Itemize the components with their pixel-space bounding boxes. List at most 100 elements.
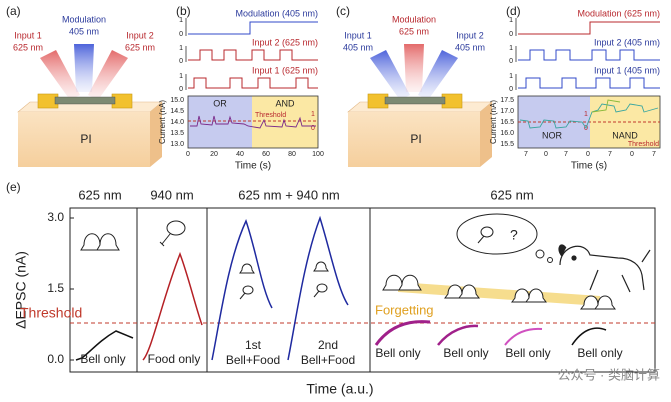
trace-label: Modulation (405 nm) bbox=[235, 8, 318, 18]
condition-label: Bell only bbox=[375, 346, 420, 360]
x-tick-label: 40 bbox=[236, 151, 244, 158]
bell-icon bbox=[80, 233, 616, 310]
panel-c: (c) Input 1 405 nm Modulation 625 nm Inp… bbox=[336, 4, 493, 167]
plot-frame bbox=[187, 95, 319, 149]
current-trace bbox=[519, 103, 659, 129]
condition-label: 1st bbox=[245, 338, 262, 352]
light-cone bbox=[418, 50, 458, 100]
y-axis-label: Current (nA) bbox=[158, 100, 167, 144]
light-cone bbox=[88, 50, 128, 100]
y-ticks: 17.5 17.0 16.5 16.0 15.5 bbox=[500, 97, 514, 148]
x-axis-label: Time (a.u.) bbox=[306, 381, 373, 397]
panel-label: (b) bbox=[176, 4, 191, 18]
trace-label: Input 2 (625 nm) bbox=[252, 37, 318, 47]
condition-label: Food only bbox=[148, 352, 201, 366]
waveform bbox=[518, 49, 660, 61]
trace-input1: 1 0 Input 1 (405 nm) bbox=[509, 65, 660, 93]
modulation-label: Modulation bbox=[392, 14, 436, 24]
response-curve bbox=[571, 327, 607, 346]
region-or bbox=[188, 96, 252, 148]
current-trace bbox=[190, 115, 316, 129]
thought-bubble: ? bbox=[456, 213, 553, 263]
response-curve bbox=[374, 320, 431, 346]
level-low: 0 bbox=[509, 58, 513, 65]
x-tick-label: 7 bbox=[652, 151, 656, 158]
level-high: 1 bbox=[509, 73, 513, 80]
response-curve bbox=[504, 327, 543, 346]
modulation-label: Modulation bbox=[62, 14, 106, 24]
response-curve bbox=[287, 215, 349, 361]
threshold-label: Threshold bbox=[20, 305, 82, 321]
condition-label: Bell only bbox=[80, 352, 125, 366]
x-tick-label: 20 bbox=[210, 151, 218, 158]
y-tick-label: 3.0 bbox=[47, 210, 64, 224]
level-high: 1 bbox=[509, 45, 513, 52]
column-heading: 625 nm bbox=[78, 187, 121, 202]
y-axis-label: ΔEPSC (nA) bbox=[13, 251, 29, 329]
channel bbox=[54, 96, 116, 105]
substrate bbox=[18, 112, 150, 167]
trace-modulation: 1 0 Modulation (405 nm) bbox=[179, 8, 318, 38]
substrate-side bbox=[150, 102, 162, 167]
forgetting-band bbox=[398, 282, 600, 306]
dog-icon bbox=[558, 244, 651, 293]
substrate bbox=[348, 112, 480, 167]
panel-a: (a) Input 1 625 nm Modulation 405 nm Inp… bbox=[6, 4, 163, 167]
input1-label: Input 1 bbox=[344, 30, 372, 40]
channel bbox=[384, 96, 446, 105]
condition-label: 2nd bbox=[318, 338, 338, 352]
level-low: 0 bbox=[179, 58, 183, 65]
condition-label: Bell+Food bbox=[226, 353, 280, 367]
x-tick-label: 100 bbox=[312, 151, 324, 158]
region-label: AND bbox=[275, 98, 295, 108]
trace-label: Modulation (625 nm) bbox=[577, 8, 660, 18]
level-high: 1 bbox=[179, 45, 183, 52]
x-tick-label: 60 bbox=[262, 151, 270, 158]
level-low: 0 bbox=[179, 31, 183, 38]
y-tick-label: 1.5 bbox=[47, 281, 64, 295]
waveform bbox=[188, 77, 318, 89]
x-tick-label: 7 bbox=[564, 151, 568, 158]
trace-label: Input 1 (625 nm) bbox=[252, 65, 318, 75]
x-tick-label: 0 bbox=[186, 151, 190, 158]
condition-label: Bell only bbox=[443, 346, 488, 360]
substrate-label: PI bbox=[80, 132, 91, 146]
input1-wavelength: 625 nm bbox=[13, 42, 43, 52]
light-cone bbox=[74, 44, 94, 92]
x-tick-label: 0 bbox=[630, 151, 634, 158]
level-high: 1 bbox=[509, 17, 513, 24]
waveform bbox=[188, 21, 318, 35]
trace-input1: 1 0 Input 1 (625 nm) bbox=[179, 65, 318, 93]
input1-label: Input 1 bbox=[14, 30, 42, 40]
y-tick-label: 17.5 bbox=[500, 97, 514, 104]
waveform bbox=[188, 49, 318, 61]
y-tick-label: 0.0 bbox=[47, 352, 64, 366]
y-tick-label: 17.0 bbox=[500, 108, 514, 115]
trace-modulation: 1 0 Modulation (625 nm) bbox=[509, 8, 660, 38]
light-cone bbox=[370, 50, 410, 100]
forgetting-label: Forgetting bbox=[375, 302, 434, 317]
y-axis-label: Current (nA) bbox=[489, 100, 498, 144]
x-tick-label: 7 bbox=[524, 151, 528, 158]
logic-low: 0 bbox=[311, 125, 315, 132]
substrate-side bbox=[480, 102, 492, 167]
y-tick-label: 15.0 bbox=[170, 97, 184, 104]
modulation-wavelength: 625 nm bbox=[399, 26, 429, 36]
level-low: 0 bbox=[509, 86, 513, 93]
column-heading: 625 nm bbox=[490, 187, 533, 202]
waveform bbox=[518, 21, 660, 35]
plot-frame bbox=[69, 207, 656, 373]
logic-high: 1 bbox=[311, 111, 315, 118]
condition-label: Bell+Food bbox=[301, 353, 355, 367]
x-tick-label: 0 bbox=[586, 151, 590, 158]
y-tick-label: 16.0 bbox=[500, 130, 514, 137]
response-curve bbox=[211, 218, 273, 361]
x-tick-label: 7 bbox=[608, 151, 612, 158]
response-curve bbox=[142, 251, 203, 361]
region-label: NOR bbox=[542, 130, 563, 140]
food-icon bbox=[159, 220, 328, 300]
y-tick-label: 14.5 bbox=[170, 108, 184, 115]
input1-wavelength: 405 nm bbox=[343, 42, 373, 52]
modulation-wavelength: 405 nm bbox=[69, 26, 99, 36]
